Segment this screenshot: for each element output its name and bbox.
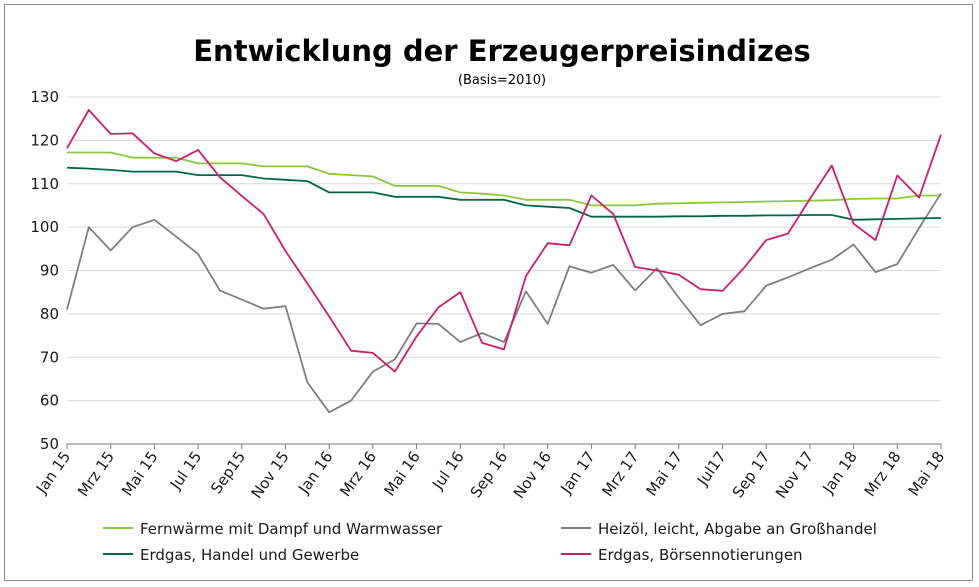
y-tick-label-70: 70 [40,348,59,366]
x-tick-label: Sep15 [207,448,249,497]
x-tick-label: Sep 16 [467,448,512,501]
x-tick-label: Jul 16 [428,448,467,494]
series-line-0 [67,151,941,207]
legend-label-heizoel: Heizöl, leicht, Abgabe an Großhandel [598,520,877,538]
y-tick-label-110: 110 [30,175,59,193]
x-tick-label: Mai 17 [643,448,687,499]
chart-frame [4,4,973,581]
series-line-2 [66,166,942,221]
x-tick-label: Mai 16 [380,448,424,499]
x-tick-label: Nov 15 [248,448,293,502]
chart-subtitle: (Basis=2010) [457,73,547,88]
x-tick-label: Jan 18 [819,448,861,498]
y-tick-label-120: 120 [30,131,59,149]
legend-label-erdgas-boerse: Erdgas, Börsennotierungen [598,546,803,564]
y-tick-label-130: 130 [30,88,59,106]
x-tick-label: Sep 17 [729,448,774,501]
x-tick-label: Mrz 18 [861,448,905,500]
x-tick-label: Mrz 17 [598,448,642,500]
legend: Fernwärme mit Dampf und Warmwasser Heizö… [103,520,877,564]
x-tick-label: Nov 17 [772,448,817,502]
x-tick-label: Mrz 15 [74,448,118,500]
y-axis: 50 60 70 80 90 100 110 120 130 [30,88,59,453]
chart-title: Entwicklung der Erzeugerpreisindizes [193,34,811,68]
legend-label-fernwaerme: Fernwärme mit Dampf und Warmwasser [140,520,443,538]
series-lines [66,109,942,414]
series-line-3 [66,109,942,373]
x-tick-label: Mai 18 [905,448,949,499]
x-tick-label: Mrz 16 [336,448,380,500]
x-tick-label: Jan 15 [32,448,74,498]
x-tick-label: Jan 17 [556,448,598,498]
x-tick-label: Jan 16 [294,448,336,498]
x-tick-label: Mai 15 [118,448,162,499]
y-tick-label-50: 50 [40,435,59,453]
gridlines [67,96,941,445]
x-tick-label: Jul17 [693,448,730,490]
series-line-1 [66,192,942,414]
y-tick-label-60: 60 [40,392,59,410]
x-tick-label: Nov 16 [510,448,555,502]
y-tick-label-80: 80 [40,305,59,323]
y-tick-label-100: 100 [30,218,59,236]
y-tick-label-90: 90 [40,262,59,280]
legend-label-erdgas-handel: Erdgas, Handel und Gewerbe [140,546,359,564]
x-tick-label: Jul 15 [166,448,205,494]
